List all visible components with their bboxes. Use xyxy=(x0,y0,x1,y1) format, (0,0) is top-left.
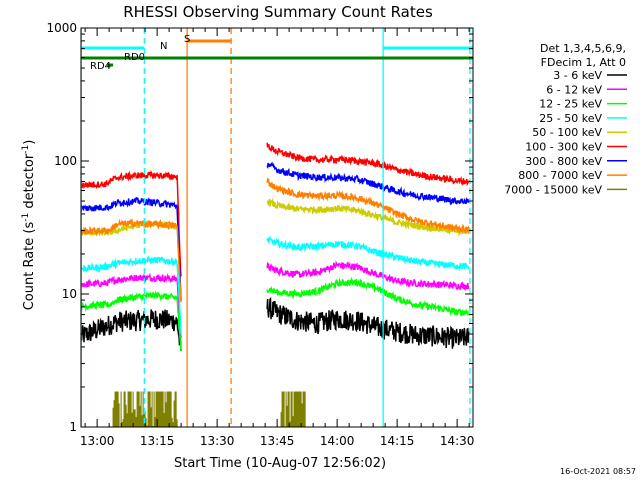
date-stamp: 16-Oct-2021 08:57 xyxy=(560,467,636,476)
x-tick-label: 13:15 xyxy=(140,434,175,448)
flag-label-s: S xyxy=(184,34,190,45)
legend-label-800-7000-kev: 800 - 7000 keV xyxy=(518,169,602,182)
legend-label-3-6-kev: 3 - 6 keV xyxy=(553,69,602,82)
legend-label-7000-15000-kev: 7000 - 15000 keV xyxy=(504,183,602,196)
series-100-300-kev xyxy=(80,142,470,277)
legend-label-6-12-kev: 6 - 12 keV xyxy=(546,83,602,96)
series-segment xyxy=(112,391,178,427)
x-tick-label: 13:00 xyxy=(80,434,115,448)
series-segment xyxy=(266,177,470,235)
series-segment xyxy=(266,276,469,317)
series-segment xyxy=(80,290,182,352)
series-7000-15000-kev xyxy=(112,391,306,427)
y-axis-label: Count Rate (s-1 detector-1) xyxy=(21,140,37,311)
flag-label-rd0: RD0 xyxy=(124,52,145,63)
legend-header-line1: Det 1,3,4,5,6,9, xyxy=(540,42,626,55)
x-tick-label: 14:00 xyxy=(320,434,355,448)
x-axis-label: Start Time (10-Aug-07 12:56:02) xyxy=(174,456,386,471)
series-segment xyxy=(80,217,182,303)
legend-label-25-50-kev: 25 - 50 keV xyxy=(539,112,602,125)
y-tick-label: 1 xyxy=(69,420,77,434)
series-3-6-kev xyxy=(80,297,470,351)
legend-label-12-25-kev: 12 - 25 keV xyxy=(539,98,602,111)
series-segment xyxy=(266,260,470,292)
x-tick-label: 14:30 xyxy=(440,434,475,448)
series-segment xyxy=(80,255,182,334)
flag-label-rd4: RD4 xyxy=(90,61,111,72)
series-segment xyxy=(266,198,470,237)
series-segment xyxy=(266,161,470,206)
legend-label-100-300-kev: 100 - 300 keV xyxy=(525,141,602,154)
series-50-100-kev xyxy=(80,198,470,302)
series-25-50-kev xyxy=(80,235,470,334)
x-tick-label: 13:45 xyxy=(260,434,295,448)
series-800-7000-kev xyxy=(80,177,470,303)
y-tick-label: 10 xyxy=(62,287,77,301)
chart-title: RHESSI Observing Summary Count Rates xyxy=(123,3,433,21)
series-300-800-kev xyxy=(80,161,470,301)
x-tick-label: 13:30 xyxy=(200,434,235,448)
x-tick-label: 14:15 xyxy=(380,434,415,448)
series-segment xyxy=(266,235,470,272)
y-tick-label: 100 xyxy=(54,154,77,168)
legend-header-line2: FDecim 1, Att 0 xyxy=(541,56,626,69)
plot-area xyxy=(80,28,471,427)
legend-label-50-100-kev: 50 - 100 keV xyxy=(532,126,602,139)
series-segment xyxy=(80,170,182,277)
series-segment xyxy=(80,196,182,301)
series-segment xyxy=(266,297,470,349)
series-12-25-kev xyxy=(80,276,469,352)
series-6-12-kev xyxy=(80,260,470,338)
series-segment xyxy=(280,391,306,427)
flag-label-n: N xyxy=(160,41,167,52)
legend-label-300-800-kev: 300 - 800 keV xyxy=(525,155,602,168)
series-segment xyxy=(80,272,182,338)
series-segment xyxy=(80,309,182,351)
y-tick-label: 1000 xyxy=(46,21,77,35)
series-segment xyxy=(266,142,470,187)
